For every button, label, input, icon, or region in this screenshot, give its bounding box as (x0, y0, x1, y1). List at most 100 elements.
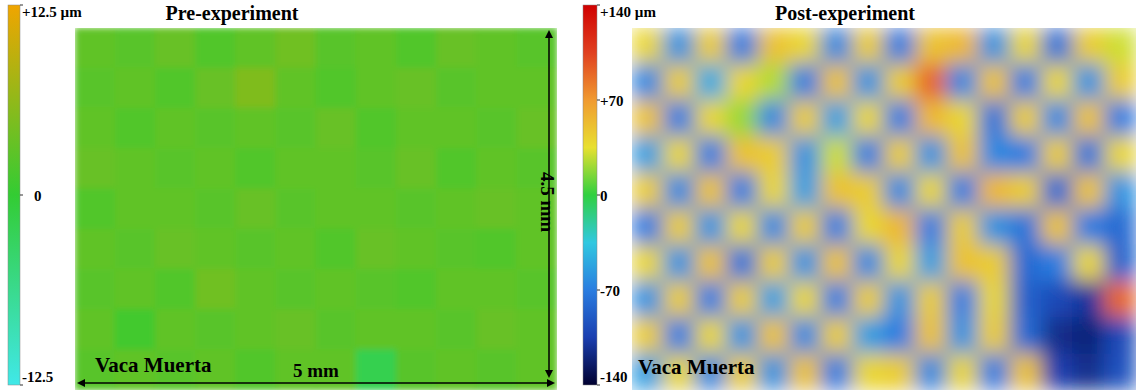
height-cell (695, 209, 728, 246)
height-cell (396, 229, 437, 270)
height-cell (115, 309, 156, 350)
height-cell (1041, 317, 1074, 354)
height-cell (195, 108, 236, 149)
height-cell (115, 28, 156, 69)
height-cell (75, 28, 116, 69)
height-cell (516, 349, 557, 390)
height-cell (884, 317, 917, 354)
height-cell (396, 108, 437, 149)
height-cell (1073, 209, 1106, 246)
height-cell (1041, 100, 1074, 137)
height-cell (978, 172, 1011, 209)
height-cell (695, 281, 728, 318)
panel-title: Post-experiment (775, 2, 915, 25)
sample-label: Vaca Muerta (95, 353, 212, 377)
height-cell (821, 64, 854, 101)
height-cell (852, 100, 885, 137)
height-cell (947, 172, 980, 209)
height-cell (758, 245, 791, 282)
height-cell (884, 209, 917, 246)
height-cell (947, 209, 980, 246)
height-cell (821, 245, 854, 282)
height-cell (663, 317, 696, 354)
height-cell (852, 245, 885, 282)
height-cell (316, 269, 357, 310)
height-cell (275, 68, 316, 109)
height-cell (852, 172, 885, 209)
height-cell (115, 269, 156, 310)
height-cell (821, 28, 854, 65)
height-cell (195, 148, 236, 189)
height-cell (1010, 317, 1043, 354)
height-cell (436, 148, 477, 189)
height-cell (356, 309, 397, 350)
height-cell (1104, 353, 1136, 390)
height-cell (155, 229, 196, 270)
height-cell (758, 100, 791, 137)
height-cell (852, 209, 885, 246)
height-cell (1073, 317, 1106, 354)
height-cell (726, 28, 759, 65)
height-cell (695, 317, 728, 354)
height-cell (275, 309, 316, 350)
height-cell (1010, 64, 1043, 101)
height-cell (947, 317, 980, 354)
height-cell (1104, 64, 1136, 101)
height-cell (396, 68, 437, 109)
height-cell (632, 64, 664, 101)
height-cell (356, 148, 397, 189)
height-cell (695, 64, 728, 101)
height-cell (1073, 172, 1106, 209)
height-cell (436, 269, 477, 310)
arrow-head (77, 379, 85, 387)
height-cell (436, 229, 477, 270)
height-cell (235, 68, 276, 109)
height-cell (758, 136, 791, 173)
height-cell (235, 108, 276, 149)
height-cell (1041, 209, 1074, 246)
arrow-head (545, 370, 553, 378)
height-cell (316, 148, 357, 189)
height-cell (1073, 353, 1106, 390)
arrow-head (547, 379, 555, 387)
height-cell (758, 172, 791, 209)
height-cell (275, 108, 316, 149)
height-cell (758, 317, 791, 354)
height-cell (275, 188, 316, 229)
height-cell (947, 353, 980, 390)
height-cell (75, 229, 116, 270)
height-cell (632, 28, 664, 65)
height-cell (75, 148, 116, 189)
height-cell (884, 64, 917, 101)
height-cell (155, 309, 196, 350)
height-cell (663, 100, 696, 137)
height-cell (235, 309, 276, 350)
height-cell (632, 136, 664, 173)
height-cell (476, 108, 517, 149)
height-cell (789, 100, 822, 137)
height-cell (821, 209, 854, 246)
map-cells (75, 28, 557, 390)
height-cell (947, 281, 980, 318)
height-cell (1073, 64, 1106, 101)
height-cell (726, 317, 759, 354)
height-cell (915, 172, 948, 209)
height-cell (1041, 353, 1074, 390)
height-cell (789, 317, 822, 354)
height-cell (1073, 28, 1106, 65)
colorbar-label: -140 (600, 369, 628, 385)
height-cell (516, 108, 557, 149)
height-cell (1041, 245, 1074, 282)
height-cell (726, 281, 759, 318)
height-cell (789, 172, 822, 209)
height-cell (75, 188, 116, 229)
height-cell (316, 68, 357, 109)
colorbar-label: -12.5 (22, 369, 53, 385)
height-cell (316, 188, 357, 229)
height-cell (1010, 100, 1043, 137)
height-cell (884, 281, 917, 318)
height-cell (1104, 281, 1136, 318)
height-cell (663, 281, 696, 318)
height-cell (115, 188, 156, 229)
scale-label: 5 mm (293, 360, 339, 381)
